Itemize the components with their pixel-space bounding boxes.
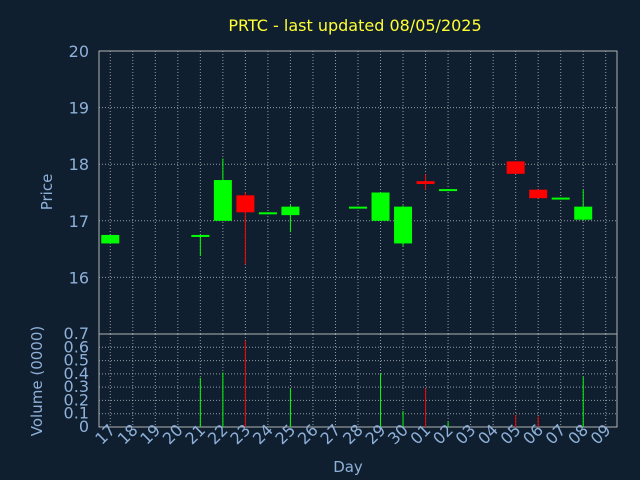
volume-tick-label: 0.1: [64, 404, 89, 423]
candle-body: [236, 195, 255, 213]
volume-panel: 00.10.20.30.40.50.60.7: [64, 324, 618, 436]
price-tick-label: 16: [69, 268, 89, 287]
volume-tick-label: 0.3: [64, 377, 89, 396]
price-tick-label: 20: [69, 42, 89, 61]
x-axis-label: Day: [333, 458, 363, 476]
price-panel: 16 17 18 19 20: [69, 42, 618, 335]
price-tick-label: 17: [69, 212, 89, 231]
volume-tick-label: 0.4: [64, 364, 89, 383]
candle-body: [349, 206, 367, 209]
candle-body: [371, 192, 390, 221]
candle-body: [439, 189, 458, 192]
x-tick-label: 09: [587, 420, 615, 448]
chart-title: PRTC - last updated 08/05/2025: [228, 16, 481, 35]
volume-panel-frame: [98, 333, 618, 428]
price-axis-label: Price: [38, 174, 56, 211]
candle-body: [258, 212, 277, 215]
candle-body: [551, 197, 570, 200]
candle-body: [101, 234, 120, 244]
candle-body: [574, 206, 593, 220]
volume-tick-label: 0: [79, 417, 89, 436]
candle-body: [506, 161, 525, 174]
candle-body: [213, 180, 232, 221]
volume-tick-label: 0.7: [64, 324, 89, 343]
candle-body: [394, 206, 413, 244]
candle-body: [191, 234, 210, 237]
candle-body: [416, 181, 435, 185]
volume-tick-label: 0.5: [64, 351, 89, 370]
price-tick-label: 19: [69, 99, 89, 118]
x-tick-labels: 1718192021222324252627282930010203040506…: [91, 420, 614, 448]
volume-tick-label: 0.2: [64, 390, 89, 409]
price-tick-label: 18: [69, 155, 89, 174]
volume-tick-label: 0.6: [64, 337, 89, 356]
candle-body: [529, 189, 548, 199]
candle-body: [281, 206, 300, 216]
volume-axis-label: Volume (0000): [28, 326, 46, 436]
